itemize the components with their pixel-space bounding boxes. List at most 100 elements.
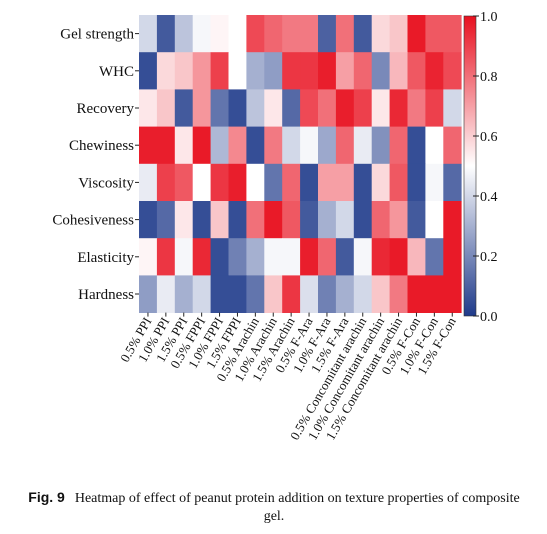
heatmap-cells	[139, 15, 462, 313]
heatmap-cell	[139, 89, 158, 127]
heatmap-cell	[246, 238, 265, 276]
heatmap-cell	[139, 275, 158, 313]
heatmap-cell	[228, 89, 247, 127]
heatmap-cell	[318, 52, 337, 90]
caption-label: Fig. 9	[28, 489, 65, 505]
heatmap-cell	[443, 89, 462, 127]
heatmap-cell	[300, 238, 319, 276]
heatmap-cell	[353, 52, 373, 90]
heatmap-cell	[174, 163, 194, 202]
heatmap-cell	[300, 89, 319, 127]
heatmap-cell	[407, 89, 426, 127]
heatmap-cell	[443, 126, 462, 165]
heatmap-cell	[228, 126, 247, 165]
heatmap-cell	[300, 15, 319, 53]
heatmap-cell	[246, 15, 265, 53]
heatmap-cell	[139, 126, 158, 165]
heatmap-cell	[174, 52, 194, 90]
heatmap-cell	[228, 275, 247, 313]
heatmap-cell	[425, 89, 444, 127]
heatmap-cell	[192, 163, 211, 202]
heatmap-cell	[389, 52, 408, 90]
heatmap-cell	[407, 126, 426, 165]
row-label: Viscosity	[78, 175, 134, 191]
heatmap-cell	[407, 201, 426, 239]
row-label: Cohesiveness	[52, 213, 134, 229]
heatmap-cell	[210, 201, 229, 239]
heatmap-cell	[156, 201, 176, 239]
heatmap-cell	[174, 89, 194, 127]
heatmap-cell	[228, 238, 247, 276]
heatmap-cell	[228, 163, 247, 202]
heatmap-cell	[282, 52, 301, 90]
heatmap-cell	[407, 52, 426, 90]
heatmap-cell	[264, 52, 283, 90]
heatmap-cell	[300, 126, 319, 165]
heatmap-cell	[425, 238, 444, 276]
row-label: Chewiness	[69, 138, 134, 154]
heatmap-cell	[264, 275, 283, 313]
heatmap-cell	[228, 15, 247, 53]
heatmap-cell	[156, 126, 176, 165]
heatmap-cell	[425, 201, 444, 239]
heatmap-cell	[443, 201, 462, 239]
heatmap-cell	[139, 163, 158, 202]
heatmap-cell	[192, 238, 211, 276]
heatmap-cell	[389, 15, 408, 53]
heatmap-cell	[318, 238, 337, 276]
heatmap-cell	[335, 201, 355, 239]
row-label: Recovery	[77, 101, 135, 117]
colorbar-tick-label: 0.6	[480, 130, 498, 145]
heatmap-cell	[407, 238, 426, 276]
heatmap-cell	[371, 201, 390, 239]
heatmap-cell	[246, 52, 265, 90]
heatmap-cell	[371, 15, 390, 53]
heatmap-cell	[246, 201, 265, 239]
heatmap-cell	[192, 15, 211, 53]
heatmap-cell	[210, 275, 229, 313]
heatmap-cell	[174, 201, 194, 239]
heatmap-cell	[139, 15, 158, 53]
colorbar-tick-label: 1.0	[480, 10, 498, 25]
heatmap-cell	[192, 201, 211, 239]
heatmap-cell	[389, 163, 408, 202]
heatmap-cell	[353, 275, 373, 313]
heatmap-cell	[353, 238, 373, 276]
heatmap-cell	[246, 163, 265, 202]
colorbar: 0.0 0.2 0.4 0.6 0.8 1.0	[463, 10, 498, 325]
heatmap-cell	[210, 15, 229, 53]
heatmap-cell	[282, 15, 301, 53]
row-label: WHC	[99, 64, 134, 80]
heatmap-cell	[210, 89, 229, 127]
heatmap-cell	[300, 201, 319, 239]
heatmap-cell	[353, 89, 373, 127]
heatmap-cell	[318, 15, 337, 53]
heatmap-cell	[371, 126, 390, 165]
heatmap-cell	[407, 275, 426, 313]
heatmap-cell	[228, 201, 247, 239]
heatmap-cell	[389, 201, 408, 239]
heatmap-cell	[139, 238, 158, 276]
heatmap-cell	[192, 126, 211, 165]
heatmap-cell	[335, 275, 355, 313]
heatmap-cell	[174, 238, 194, 276]
heatmap-cell	[371, 163, 390, 202]
heatmap-cell	[156, 52, 176, 90]
row-label: Gel strength	[60, 27, 134, 43]
heatmap-cell	[156, 89, 176, 127]
heatmap-cell	[156, 163, 176, 202]
heatmap-cell	[264, 89, 283, 127]
heatmap-cell	[282, 163, 301, 202]
heatmap-cell	[407, 15, 426, 53]
heatmap-cell	[318, 89, 337, 127]
heatmap-cell	[425, 52, 444, 90]
heatmap-cell	[156, 15, 176, 53]
heatmap-cell	[139, 52, 158, 90]
heatmap-cell	[318, 163, 337, 202]
heatmap-cell	[353, 126, 373, 165]
heatmap-cell	[156, 238, 176, 276]
colorbar-tick-label: 0.2	[480, 250, 498, 265]
colorbar-tick-label: 0.4	[480, 190, 498, 205]
heatmap-cell	[210, 163, 229, 202]
